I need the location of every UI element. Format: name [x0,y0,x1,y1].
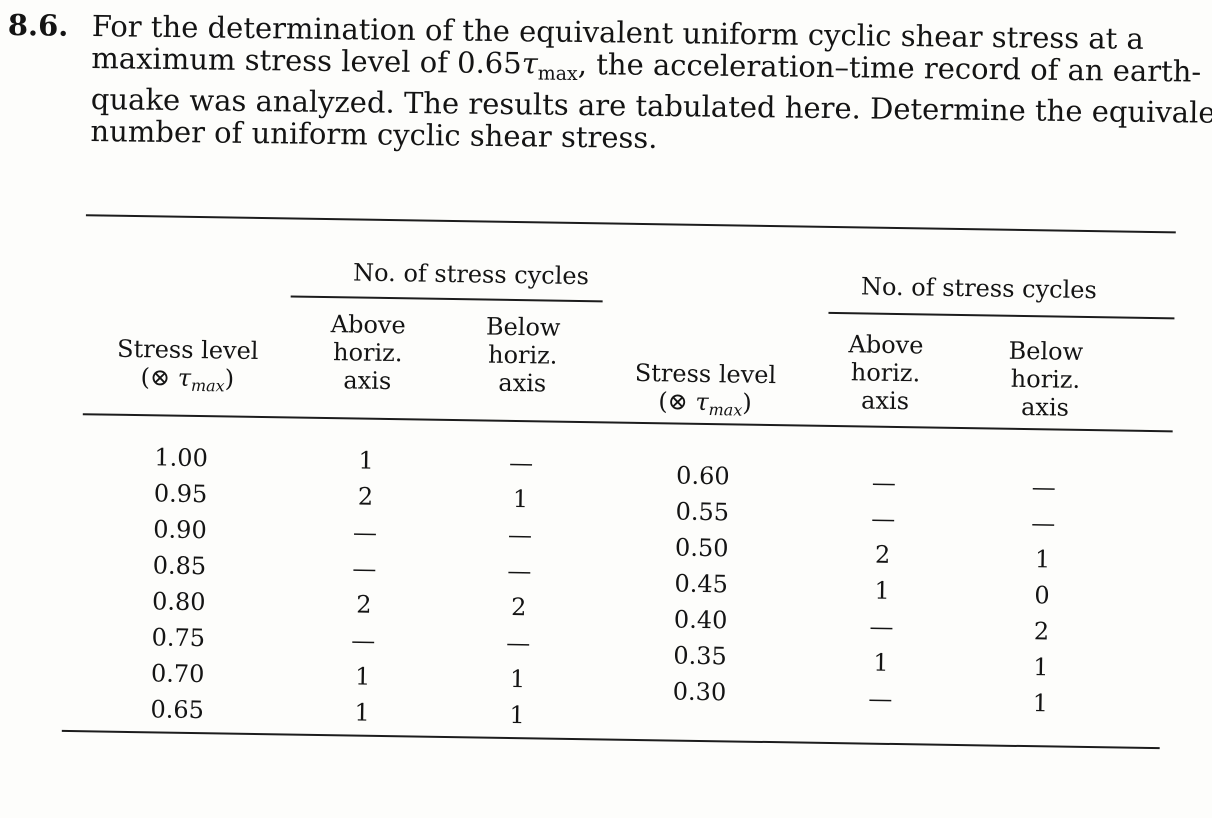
col-stress-right: Stress level (⊗ τmax) [634,358,777,420]
col-stress-left-label: Stress level [116,334,259,365]
right-rows: 0.60 — — 0.55 — — 0.50 2 1 0.45 1 0 0.40… [70,210,1190,718]
table-top-rule [85,214,1176,234]
right-level-2: 0.55 [675,497,730,527]
right-above-7: — [868,684,893,713]
right-above-4: 1 [874,576,890,605]
left-above-1: 1 [358,446,374,475]
right-above-6: 1 [873,648,889,677]
left-above-5: 2 [355,590,372,619]
left-level-8: 0.65 [150,695,205,725]
right-above-2: — [871,504,896,533]
left-below-1: — [508,448,534,478]
left-below-7: 1 [509,664,526,694]
problem-number: 8.6. [7,8,69,43]
left-level-6: 0.75 [151,623,206,653]
left-above-7: 1 [354,662,371,691]
left-rows: 1.00 1 — 0.95 2 1 0.90 — — 0.85 — — 0.80… [70,210,1190,729]
right-level-3: 0.50 [674,533,729,563]
right-level-7: 0.30 [672,677,727,707]
group-rule-right [828,311,1175,320]
tau-symbol: τ [521,45,538,80]
col-below-right: Below horiz. axis [1008,336,1084,422]
right-below-4: 0 [1034,581,1050,610]
left-above-8: 1 [354,698,371,727]
left-below-8: 1 [509,700,525,730]
left-above-2: 2 [357,482,374,511]
left-above-6: — [351,626,376,655]
group-rule-left [290,295,603,303]
left-below-6: — [506,628,531,658]
right-below-7: 1 [1032,689,1049,718]
stress-cycles-table: No. of stress cycles Stress level (⊗ τma… [61,210,1190,808]
col-stress-left-unit: (⊗ τmax) [140,363,235,396]
left-above-3: — [352,518,378,547]
right-below-3: 1 [1034,545,1051,574]
right-above-1: — [871,468,897,498]
right-level-6: 0.35 [673,641,728,671]
tau-subscript: max [537,61,578,85]
right-level-4: 0.45 [674,569,729,599]
left-level-3: 0.90 [153,515,207,545]
left-level-2: 0.95 [153,479,208,509]
left-level-1: 1.00 [154,443,209,473]
left-below-5: 2 [510,592,527,622]
col-above-right: Above horiz. axis [848,330,924,416]
table-bottom-rule [61,729,1160,750]
group-header-left: No. of stress cycles [352,258,590,291]
problem-line-2-end: , the acceleration–time record of an ear… [577,46,1202,89]
right-above-5: — [869,612,894,641]
right-below-2: — [1030,509,1056,538]
problem-text: For the determination of the equivalent … [90,9,1212,160]
left-level-4: 0.85 [152,551,207,581]
left-below-3: — [507,520,533,550]
col-below-left: Below horiz. axis [485,312,561,398]
col-above-left: Above horiz. axis [330,310,406,396]
left-below-4: — [507,556,532,586]
right-above-3: 2 [874,540,891,569]
right-below-5: 2 [1033,617,1050,646]
left-level-5: 0.80 [151,587,206,617]
right-level-5: 0.40 [673,605,728,635]
left-below-2: 1 [512,484,529,514]
right-below-6: 1 [1033,653,1049,682]
group-header-right: No. of stress cycles [860,272,1097,305]
problem-line-2-start: maximum stress level of 0.65 [91,40,522,80]
col-stress-left: Stress level (⊗ τmax) [97,334,278,401]
right-below-1: — [1031,473,1056,502]
problem-statement: 8.6. For the determination of the equiva… [6,8,1212,160]
left-above-4: — [352,554,377,583]
right-level-1: 0.60 [675,461,730,491]
left-level-7: 0.70 [150,659,205,689]
